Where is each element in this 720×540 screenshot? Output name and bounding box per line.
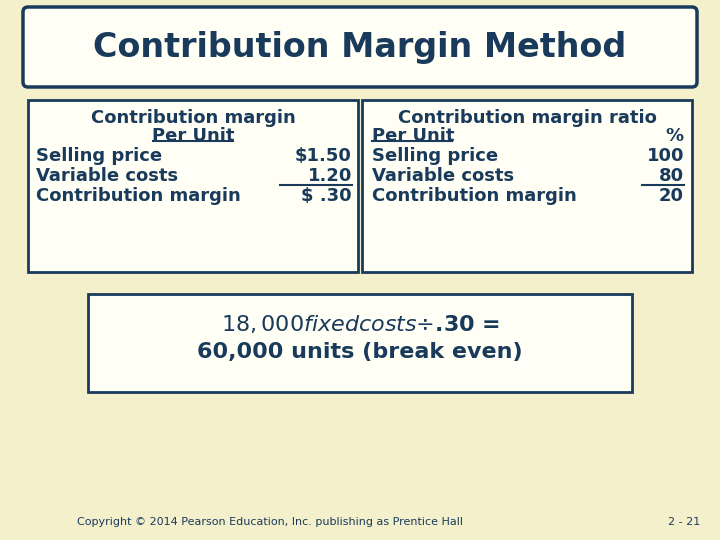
Text: 1.20: 1.20 xyxy=(307,167,352,185)
Text: Contribution margin: Contribution margin xyxy=(91,109,295,127)
Text: %: % xyxy=(666,127,684,145)
Bar xyxy=(362,100,692,272)
FancyBboxPatch shape xyxy=(23,7,697,87)
Text: $18,000 fixed costs ÷ $.30 =: $18,000 fixed costs ÷ $.30 = xyxy=(220,313,500,335)
Text: 100: 100 xyxy=(647,147,684,165)
Text: Contribution margin: Contribution margin xyxy=(372,187,577,205)
Text: Contribution Margin Method: Contribution Margin Method xyxy=(94,30,626,64)
Text: 80: 80 xyxy=(659,167,684,185)
Bar xyxy=(88,294,632,392)
Text: Selling price: Selling price xyxy=(36,147,162,165)
Text: $1.50: $1.50 xyxy=(295,147,352,165)
Text: Contribution margin: Contribution margin xyxy=(36,187,240,205)
Text: Contribution margin ratio: Contribution margin ratio xyxy=(397,109,657,127)
Text: Selling price: Selling price xyxy=(372,147,498,165)
Text: 2 - 21: 2 - 21 xyxy=(667,517,700,527)
Text: Copyright © 2014 Pearson Education, Inc. publishing as Prentice Hall: Copyright © 2014 Pearson Education, Inc.… xyxy=(77,517,463,527)
Bar xyxy=(28,100,358,272)
Text: $ .30: $ .30 xyxy=(302,187,352,205)
Text: 60,000 units (break even): 60,000 units (break even) xyxy=(197,342,523,362)
Text: Per Unit: Per Unit xyxy=(152,127,234,145)
Text: Variable costs: Variable costs xyxy=(372,167,514,185)
Text: Variable costs: Variable costs xyxy=(36,167,178,185)
Text: 20: 20 xyxy=(659,187,684,205)
Text: Per Unit: Per Unit xyxy=(372,127,454,145)
